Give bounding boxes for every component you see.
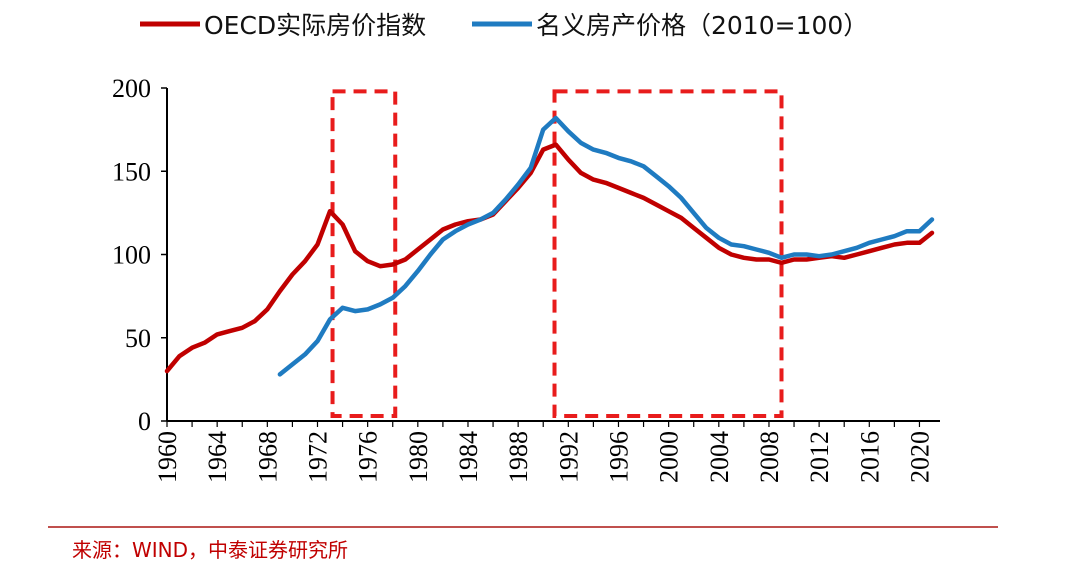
legend-label-oecd: OECD实际房价指数 [204,11,426,40]
series-line-oecd-real-house-price [164,142,935,374]
x-tick-label: 2000 [655,431,684,483]
x-tick-label: 1992 [554,431,583,483]
x-tick-label: 2004 [705,431,734,483]
x-tick-label: 1988 [504,431,533,483]
y-tick-label: 0 [138,407,151,436]
legend-label-nominal: 名义房产价格（2010=100） [536,11,868,40]
series-line-nominal-house-price [277,115,935,377]
legend: OECD实际房价指数 名义房产价格（2010=100） [140,11,868,40]
y-tick-label: 100 [112,241,151,270]
x-tick-label: 1996 [604,431,633,483]
source-divider [48,526,998,528]
axes: 0 50 100 150 200 1960 1964 1968 1972 1976 1980 1984… [112,74,940,483]
highlight-box [330,89,398,419]
x-tick-label: 2012 [805,431,834,483]
source-note: 来源：WIND，中泰证券研究所 [72,538,349,562]
highlight-box [552,89,784,419]
x-tick-label: 1980 [404,431,433,483]
x-tick-label: 1984 [454,431,483,483]
y-tick-label: 50 [125,324,151,353]
y-tick-label: 150 [112,157,151,186]
x-tick-label: 1976 [354,431,383,483]
x-tick-label: 2008 [755,431,784,483]
x-tick-label: 1968 [253,431,282,483]
x-tick-label: 2020 [905,431,934,483]
highlight-boxes [330,89,784,419]
series-lines [164,115,935,377]
y-tick-label: 200 [112,74,151,103]
x-tick-label: 2016 [855,431,884,483]
x-tick-label: 1960 [153,431,182,483]
x-tick-label: 1972 [303,431,332,483]
x-tick-label: 1964 [203,431,232,483]
